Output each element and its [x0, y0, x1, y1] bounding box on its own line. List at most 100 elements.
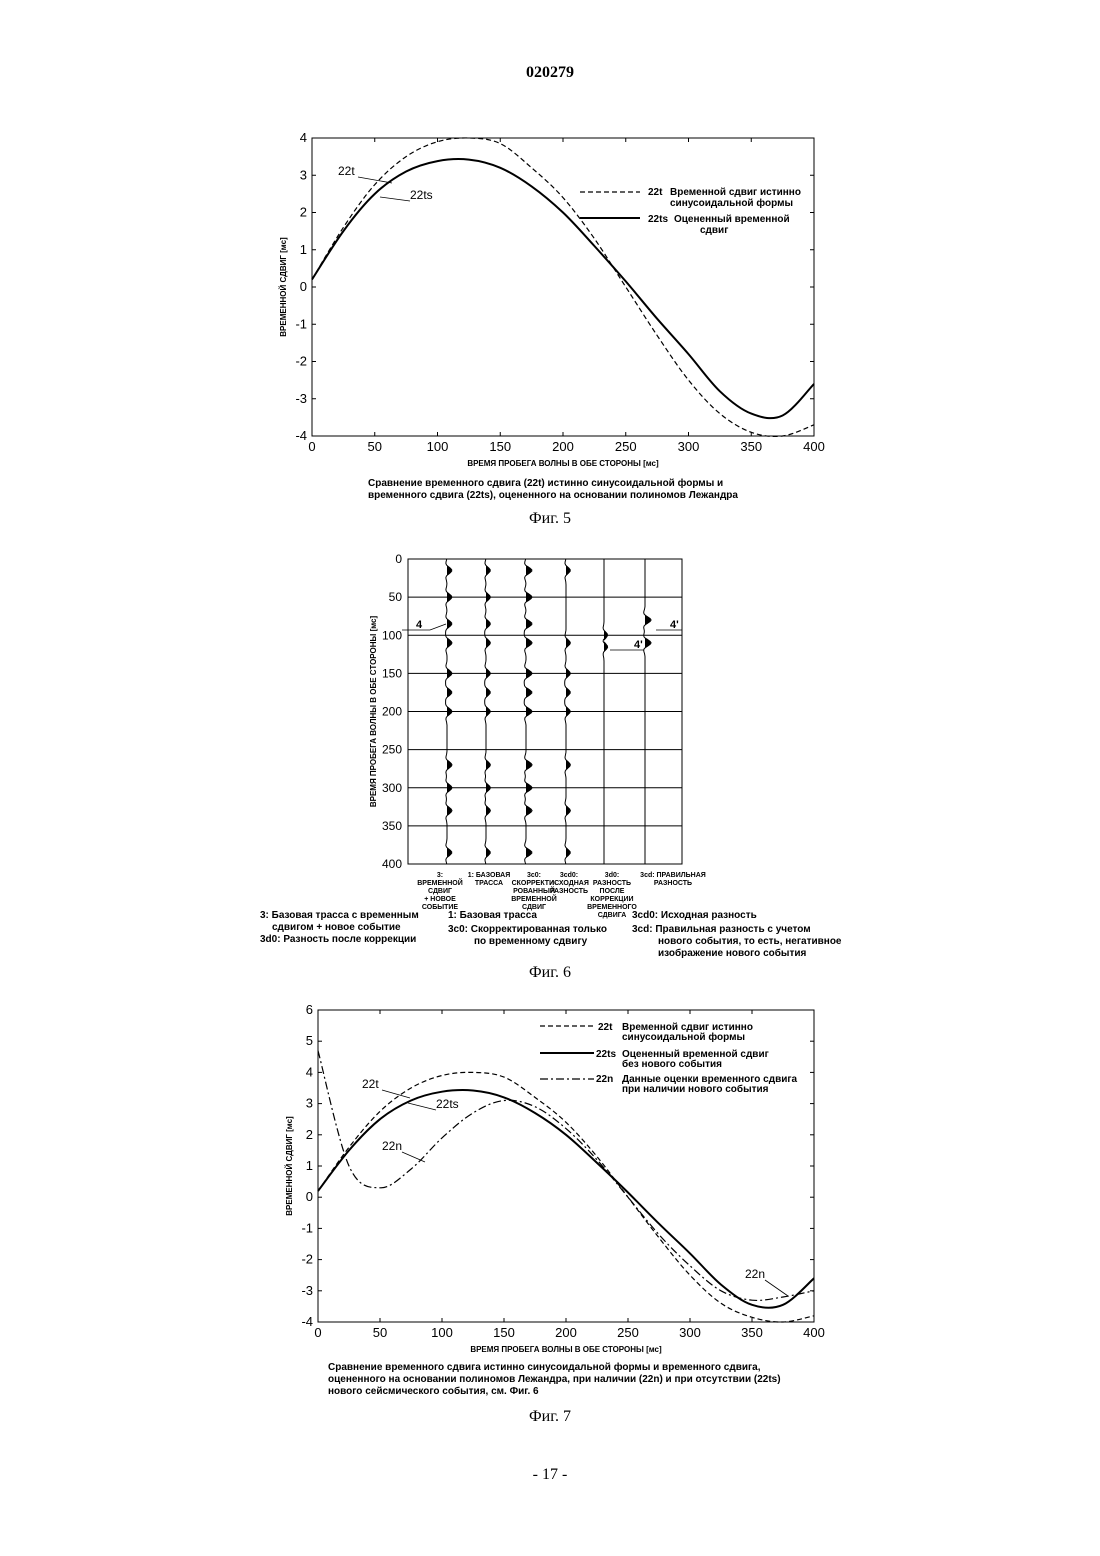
t5b: РАЗНОСТЬ ПОСЛЕ	[580, 880, 644, 896]
fig6-ytick-label: 50	[389, 590, 403, 604]
k2b: 3c0: Скорректированная только	[448, 924, 607, 936]
fig6-wavelet-peak	[604, 630, 607, 641]
fig7-xtick-label: 100	[431, 1325, 453, 1340]
fig7-xtick-label: 350	[741, 1325, 763, 1340]
k3a: 3cd0: Исходная разность	[632, 910, 842, 922]
k1b: сдвигом + новое событие	[260, 922, 419, 934]
fig7-ytick-label: -3	[301, 1283, 313, 1298]
fig7-legend-code-2: 22ts	[596, 1049, 616, 1060]
fig7-ytick-label: -2	[301, 1252, 313, 1267]
k3c: нового события, то есть, негативное	[632, 936, 842, 948]
fig5-caption: Сравнение временного сдвига (22t) истинн…	[368, 478, 738, 502]
fig5-xtick-label: 250	[615, 439, 637, 454]
fig5-xtick-label: 350	[740, 439, 762, 454]
fig6-ytick-label: 150	[382, 666, 402, 680]
fig6-label-4prime-mid: 4'	[634, 639, 643, 651]
fig6-label-4prime-right: 4'	[670, 619, 679, 631]
fig7-xtick-label: 150	[493, 1325, 515, 1340]
fig6-ytick-label: 300	[382, 781, 402, 795]
figures-canvas: 22t 22ts 22t Временной сдвиг истинно син…	[0, 0, 1100, 1556]
fig5-caption-line-1: Сравнение временного сдвига (22t) истинн…	[368, 478, 738, 490]
fig7-caption-line-2: оцененного на основании полиномов Лежанд…	[328, 1374, 781, 1386]
fig6-wavelet-peak	[486, 782, 490, 793]
t1a: 3:	[410, 872, 470, 880]
fig6-label: Фиг. 6	[0, 964, 1100, 982]
fig7-ytick-label: -1	[301, 1220, 313, 1235]
fig5-legend-line-1b: синусоидальной формы	[670, 197, 793, 209]
fig7-ytick-label: 5	[306, 1033, 313, 1048]
fig6-wavelet-peak	[447, 805, 451, 816]
fig6-wavelet-peak	[566, 687, 570, 698]
fig5-ytick-label: 2	[300, 205, 307, 220]
fig6-wavelet-peak	[526, 638, 531, 649]
fig6-wavelet-peak	[486, 619, 490, 630]
fig6-wavelet-peak	[566, 760, 570, 771]
fig6-wavelet-peak	[604, 641, 607, 652]
fig6-wavelet-peak	[486, 687, 490, 698]
k3d: изображение нового события	[632, 948, 842, 960]
fig5-legend-line-2a: Оцененный временной	[674, 214, 790, 225]
k2a: 1: Базовая трасса	[448, 910, 607, 922]
fig7-xtick-label: 0	[314, 1325, 321, 1340]
fig6-trace-panel: 050100150200250300350400ВРЕМЯ ПРОБЕГА ВО…	[369, 552, 682, 871]
fig7-label-22ts: 22ts	[436, 1097, 459, 1111]
fig6-wavelet-peak	[486, 668, 490, 679]
fig5-ytick-label: 0	[300, 279, 307, 294]
fig6-wavelet-peak	[526, 805, 531, 816]
fig6-key-col-3: 3cd0: Исходная разность 3cd: Правильная …	[632, 910, 842, 960]
fig7-xtick-label: 400	[803, 1325, 825, 1340]
fig7-legend-line-2b: без нового события	[622, 1058, 722, 1070]
t6b: РАЗНОСТЬ	[638, 880, 708, 888]
fig5-annotations: 22t 22ts	[338, 164, 433, 202]
fig5-legend-code-2: 22ts	[648, 214, 668, 225]
fig7-label-22n-right: 22n	[745, 1267, 765, 1281]
fig7-legend-code-3: 22n	[596, 1074, 613, 1085]
fig6-wavelet-peak	[447, 760, 451, 771]
fig6-wavelet-peak	[447, 687, 451, 698]
fig6-trace-label-6: 3cd: ПРАВИЛЬНАЯ РАЗНОСТЬ	[638, 872, 708, 888]
fig6-wavelet-peak	[447, 782, 451, 793]
fig7-legend-line-3b: при наличии нового события	[622, 1083, 769, 1095]
fig6-trace-label-1: 3: ВРЕМЕННОЙ СДВИГ + НОВОЕ СОБЫТИЕ	[410, 872, 470, 912]
fig7-ytick-label: 0	[306, 1189, 313, 1204]
fig7-caption: Сравнение временного сдвига истинно сину…	[328, 1362, 781, 1398]
fig5-legend-line-2b: сдвиг	[700, 225, 728, 236]
fig5-ytick-label: 1	[300, 242, 307, 257]
t5c: КОРРЕКЦИИ	[580, 896, 644, 904]
fig5-ytick-label: -2	[295, 354, 307, 369]
fig6-wavelet-peak	[486, 760, 490, 771]
t6a: 3cd: ПРАВИЛЬНАЯ	[638, 872, 708, 880]
fig6-wavelet-peak	[447, 592, 451, 603]
fig5-legend-code-1: 22t	[648, 187, 663, 198]
fig7-xtick-label: 200	[555, 1325, 577, 1340]
fig5-xtick-label: 0	[308, 439, 315, 454]
fig7-xtick-label: 50	[373, 1325, 387, 1340]
fig5-chart: 050100150200250300350400-4-3-2-101234ВРЕ…	[279, 130, 825, 468]
fig7-ytick-label: 4	[306, 1064, 313, 1079]
fig6-wavelet-peak	[645, 638, 650, 649]
fig7-caption-line-3: нового сейсмического события, см. Фиг. 6	[328, 1386, 781, 1398]
fig7-label-22n-left: 22n	[382, 1139, 402, 1153]
fig7-legend-line-1b: синусоидальной формы	[622, 1031, 745, 1043]
fig7-ytick-label: 1	[306, 1158, 313, 1173]
k1a: 3: Базовая трасса с временным	[260, 910, 419, 922]
fig6-wavelet-peak	[526, 847, 531, 858]
fig6-ytick-label: 400	[382, 857, 402, 871]
k2c: по временному сдвигу	[448, 936, 607, 948]
fig7-xlabel: ВРЕМЯ ПРОБЕГА ВОЛНЫ В ОБЕ СТОРОНЫ [мс]	[470, 1345, 662, 1354]
fig5-xtick-label: 400	[803, 439, 825, 454]
t5a: 3d0:	[580, 872, 644, 880]
fig5-ytick-label: -3	[295, 391, 307, 406]
fig6-wavelet-peak	[486, 638, 490, 649]
fig5-label-22ts: 22ts	[410, 188, 433, 202]
fig6-ytick-label: 350	[382, 819, 402, 833]
fig5-ylabel: ВРЕМЕННОЙ СДВИГ [мс]	[279, 237, 288, 337]
fig5-xlabel: ВРЕМЯ ПРОБЕГА ВОЛНЫ В ОБЕ СТОРОНЫ [мс]	[467, 459, 659, 468]
fig6-wavelet-peak	[447, 619, 451, 630]
fig6-ytick-label: 100	[382, 628, 402, 642]
chart-layer: 050100150200250300350400-4-3-2-101234ВРЕ…	[279, 130, 825, 1354]
fig7-ytick-label: -4	[301, 1314, 313, 1329]
fig6-wavelet-peak	[566, 847, 570, 858]
fig7-ytick-label: 2	[306, 1127, 313, 1142]
fig7-legend: 22t Временной сдвиг истинно синусоидальн…	[540, 1022, 798, 1095]
